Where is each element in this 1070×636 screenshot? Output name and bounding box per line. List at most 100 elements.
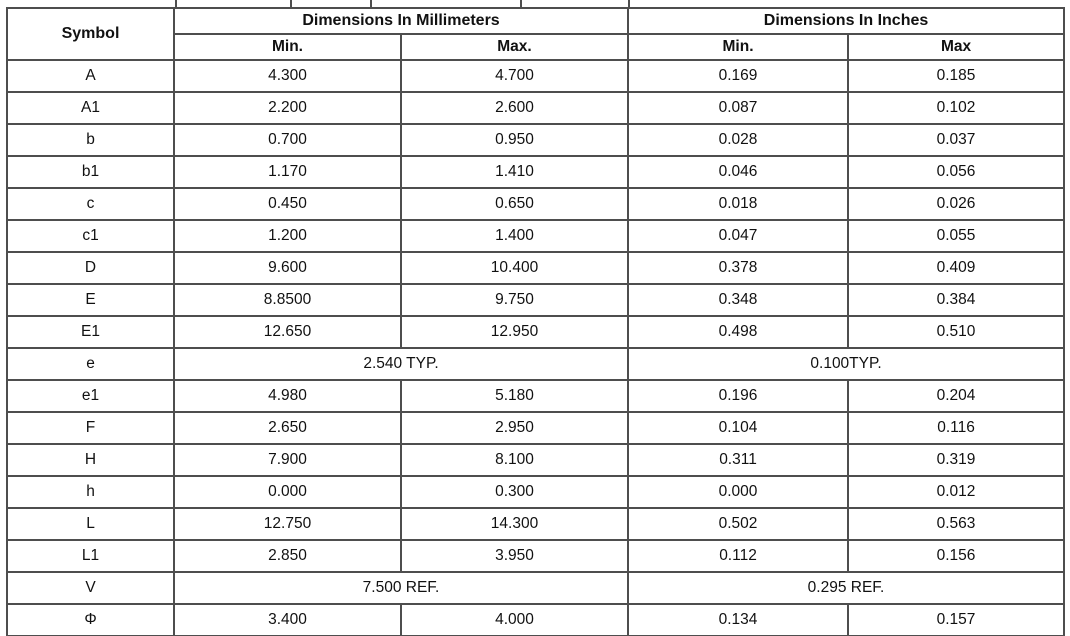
mm-max-cell: 3.950: [399, 539, 630, 573]
symbol-cell: e1: [6, 379, 175, 413]
in-max-cell: 0.185: [847, 59, 1066, 93]
mm-min-cell: 0.450: [173, 187, 402, 221]
in-min-cell: 0.169: [627, 59, 850, 93]
in-max-cell: 0.012: [847, 475, 1066, 509]
in-min-cell: 0.311: [627, 443, 850, 477]
table-row-E1: E1 12.650 12.950 0.498 0.510: [6, 315, 1066, 349]
symbol-column-header: Symbol: [6, 7, 175, 61]
in-typ-merged-cell: 0.100TYP.: [627, 347, 1066, 381]
table-row-L1: L1 2.850 3.950 0.112 0.156: [6, 539, 1066, 573]
in-min-cell: 0.028: [627, 123, 850, 157]
mm-max-cell: 8.100: [399, 443, 630, 477]
mm-max-cell: 14.300: [399, 507, 630, 541]
mm-max-cell: 5.180: [399, 379, 630, 413]
in-max-cell: 0.156: [847, 539, 1066, 573]
in-min-cell: 0.047: [627, 219, 850, 253]
mm-max-cell: 1.400: [399, 219, 630, 253]
in-max-cell: 0.510: [847, 315, 1066, 349]
remnant-grid-tick: [290, 0, 292, 7]
table-row-E: E 8.8500 9.750 0.348 0.384: [6, 283, 1066, 317]
in-min-cell: 0.502: [627, 507, 850, 541]
symbol-cell: E: [6, 283, 175, 317]
mm-min-cell: 9.600: [173, 251, 402, 285]
table-row-H: H 7.900 8.100 0.311 0.319: [6, 443, 1066, 477]
in-min-header: Min.: [627, 33, 850, 61]
in-max-cell: 0.384: [847, 283, 1066, 317]
in-max-cell: 0.409: [847, 251, 1066, 285]
mm-max-cell: 0.300: [399, 475, 630, 509]
mm-max-header: Max.: [399, 33, 630, 61]
symbol-cell: V: [6, 571, 175, 605]
mm-max-cell: 2.600: [399, 91, 630, 125]
mm-min-header: Min.: [173, 33, 402, 61]
mm-min-cell: 1.170: [173, 155, 402, 189]
mm-max-cell: 2.950: [399, 411, 630, 445]
in-min-cell: 0.134: [627, 603, 850, 636]
in-ref-merged-cell: 0.295 REF.: [627, 571, 1066, 605]
mm-max-cell: 0.650: [399, 187, 630, 221]
mm-typ-merged-cell: 2.540 TYP.: [172, 347, 630, 381]
symbol-cell: A: [6, 59, 175, 93]
in-max-cell: 0.563: [847, 507, 1066, 541]
mm-min-cell: 8.8500: [173, 283, 402, 317]
table-row-L: L 12.750 14.300 0.502 0.563: [6, 507, 1066, 541]
mm-min-cell: 0.000: [173, 475, 402, 509]
in-min-cell: 0.018: [627, 187, 850, 221]
inches-group-header: Dimensions In Inches: [627, 7, 1066, 35]
header-subrow: Min. Max. Min. Max: [7, 33, 1066, 61]
in-max-cell: 0.319: [847, 443, 1066, 477]
mm-min-cell: 3.400: [173, 603, 402, 636]
symbol-cell: c: [6, 187, 175, 221]
mm-min-cell: 2.850: [173, 539, 402, 573]
header-group-row: Symbol Dimensions In Millimeters Dimensi…: [6, 7, 1066, 61]
symbol-cell: b: [6, 123, 175, 157]
mm-min-cell: 4.980: [173, 379, 402, 413]
table-row-D: D 9.600 10.400 0.378 0.409: [6, 251, 1066, 285]
symbol-cell: Φ: [6, 603, 175, 636]
in-max-header: Max: [847, 33, 1066, 61]
table-row-e: e 2.540 TYP. 0.100TYP.: [6, 347, 1066, 381]
in-min-cell: 0.498: [627, 315, 850, 349]
in-max-cell: 0.037: [847, 123, 1066, 157]
mm-max-cell: 4.700: [399, 59, 630, 93]
symbol-cell: H: [6, 443, 175, 477]
mm-min-cell: 0.700: [173, 123, 402, 157]
table-row-A1: A1 2.200 2.600 0.087 0.102: [6, 91, 1066, 125]
millimeters-group-header: Dimensions In Millimeters: [172, 7, 630, 35]
mm-ref-merged-cell: 7.500 REF.: [172, 571, 630, 605]
in-max-cell: 0.026: [847, 187, 1066, 221]
mm-max-cell: 4.000: [399, 603, 630, 636]
symbol-cell: E1: [6, 315, 175, 349]
symbol-cell: c1: [6, 219, 175, 253]
symbol-cell: A1: [6, 91, 175, 125]
in-min-cell: 0.196: [627, 379, 850, 413]
symbol-cell: L1: [6, 539, 175, 573]
symbol-cell: F: [6, 411, 175, 445]
dimensions-table: Symbol Dimensions In Millimeters Dimensi…: [6, 7, 1066, 636]
table-row-e1: e1 4.980 5.180 0.196 0.204: [6, 379, 1066, 413]
table-row-A: A 4.300 4.700 0.169 0.185: [6, 59, 1066, 93]
in-min-cell: 0.087: [627, 91, 850, 125]
table-row-b1: b1 1.170 1.410 0.046 0.056: [6, 155, 1066, 189]
in-max-cell: 0.157: [847, 603, 1066, 636]
mm-min-cell: 4.300: [173, 59, 402, 93]
mm-min-cell: 12.750: [173, 507, 402, 541]
in-max-cell: 0.055: [847, 219, 1066, 253]
symbol-cell: b1: [6, 155, 175, 189]
mm-min-cell: 2.200: [173, 91, 402, 125]
mm-max-cell: 9.750: [399, 283, 630, 317]
symbol-cell: h: [6, 475, 175, 509]
table-row-c: c 0.450 0.650 0.018 0.026: [6, 187, 1066, 221]
in-min-cell: 0.000: [627, 475, 850, 509]
mm-min-cell: 7.900: [173, 443, 402, 477]
symbol-cell: L: [6, 507, 175, 541]
table-row-phi: Φ 3.400 4.000 0.134 0.157: [6, 603, 1066, 636]
table-row-c1: c1 1.200 1.400 0.047 0.055: [6, 219, 1066, 253]
table-row-b: b 0.700 0.950 0.028 0.037: [6, 123, 1066, 157]
mm-max-cell: 0.950: [399, 123, 630, 157]
table-row-h: h 0.000 0.300 0.000 0.012: [6, 475, 1066, 509]
remnant-grid-tick: [520, 0, 522, 7]
mm-min-cell: 2.650: [173, 411, 402, 445]
mm-max-cell: 10.400: [399, 251, 630, 285]
